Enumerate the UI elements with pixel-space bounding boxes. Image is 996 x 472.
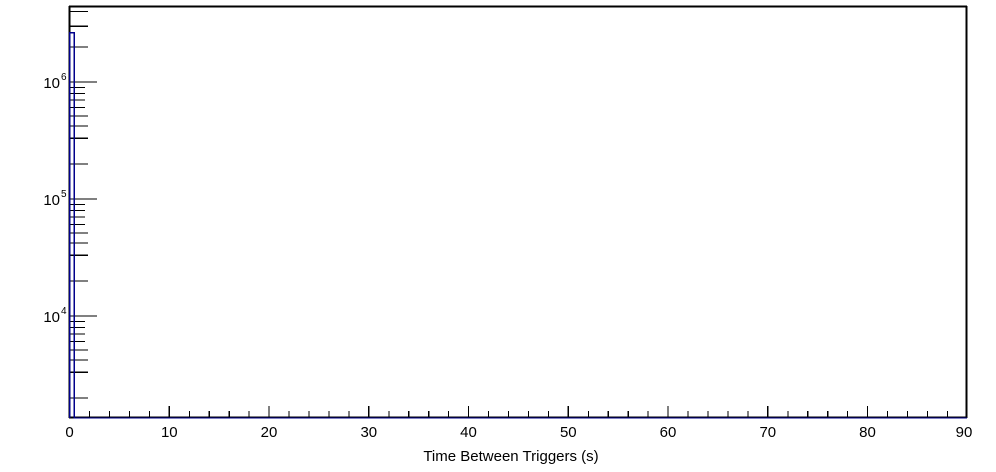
- y-axis-tick-labels: 10 6 10 5 10 4: [43, 72, 67, 326]
- y-tick-label-exponent-1e4: 4: [61, 306, 67, 317]
- x-tick-label-90: 90: [956, 424, 973, 441]
- x-tick-label-80: 80: [859, 424, 876, 441]
- x-axis-major-ticks: [68, 406, 968, 418]
- x-tick-label-40: 40: [460, 424, 477, 441]
- y-tick-label-exponent-1e5: 5: [61, 189, 67, 200]
- plot-frame: [68, 5, 968, 419]
- x-axis-tick-labels: 0 10 20 30 40 50 60 70 80 90: [65, 424, 972, 441]
- x-tick-label-50: 50: [560, 424, 577, 441]
- x-tick-label-60: 60: [660, 424, 677, 441]
- x-tick-label-20: 20: [261, 424, 278, 441]
- y-tick-label-mantissa-1e4: 10: [43, 309, 60, 326]
- x-axis-minor-ticks: [88, 411, 948, 418]
- histogram-trace[interactable]: [69, 32, 967, 419]
- x-tick-label-0: 0: [65, 424, 73, 441]
- y-tick-label-mantissa-1e6: 10: [43, 75, 60, 92]
- x-axis-title: Time Between Triggers (s): [423, 448, 598, 465]
- y-axis-minor-ticks: [69, 11, 88, 399]
- histogram-series[interactable]: [69, 32, 967, 419]
- y-tick-label-exponent-1e6: 6: [61, 72, 67, 83]
- x-tick-label-30: 30: [360, 424, 377, 441]
- y-tick-label-mantissa-1e5: 10: [43, 192, 60, 209]
- x-tick-label-70: 70: [759, 424, 776, 441]
- x-tick-label-10: 10: [161, 424, 178, 441]
